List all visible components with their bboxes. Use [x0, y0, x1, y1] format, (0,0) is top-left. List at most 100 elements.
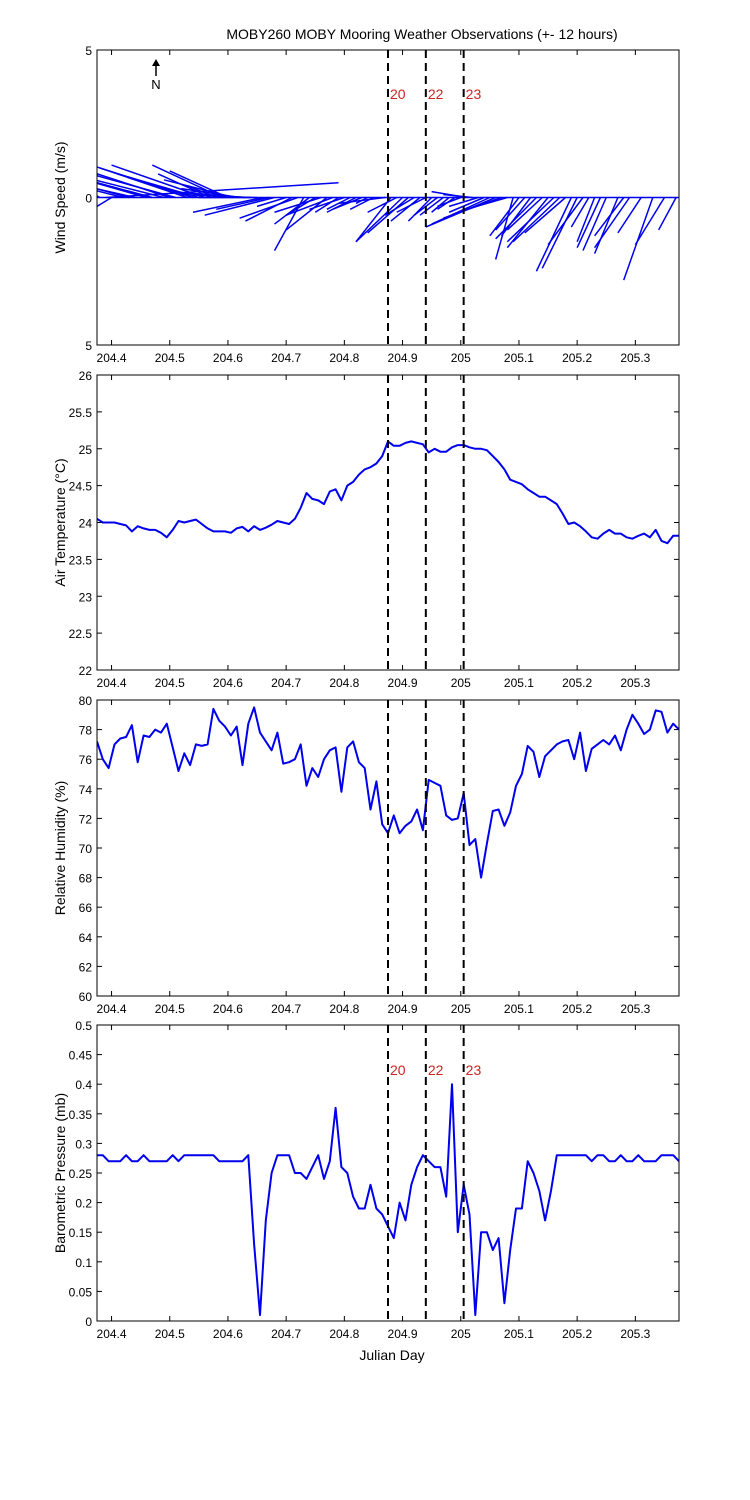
wind-vector — [431, 196, 491, 225]
x-tick-label: 204.7 — [271, 351, 301, 365]
wind-vector — [216, 196, 269, 211]
x-tick-label: 204.5 — [155, 676, 185, 690]
x-tick-label: 205 — [451, 1002, 471, 1016]
y-axis-label: Barometric Pressure (mb) — [52, 1093, 68, 1253]
y-tick-label: 0.25 — [69, 1167, 93, 1181]
wind-vector — [355, 197, 392, 243]
x-tick-label: 204.4 — [97, 1327, 127, 1341]
wind-vector — [245, 196, 293, 222]
y-tick-label: 0.4 — [75, 1078, 92, 1092]
y-tick-label: 68 — [79, 872, 93, 886]
wind-vector — [541, 197, 578, 269]
wind-vector — [547, 197, 584, 246]
y-tick-label: 78 — [79, 724, 93, 738]
y-axis-label: Wind Speed (m/s) — [52, 141, 68, 253]
wind-vector — [97, 179, 165, 199]
wind-vector — [314, 196, 339, 213]
x-tick-label: 204.7 — [271, 1327, 301, 1341]
y-tick-label: 5 — [85, 44, 92, 58]
x-tick-label: 204.4 — [97, 1002, 127, 1016]
event-marker-label: 22 — [428, 86, 444, 102]
y-tick-label: 0.15 — [69, 1226, 93, 1240]
wind-vector — [524, 196, 567, 234]
wind-vector — [111, 164, 205, 199]
x-tick-label: 204.8 — [329, 676, 359, 690]
x-tick-label: 204.8 — [329, 1002, 359, 1016]
wind-vector — [239, 196, 299, 219]
wind-vector — [576, 197, 602, 248]
wind-vector — [437, 196, 462, 208]
wind-vector — [570, 197, 590, 228]
x-tick-label: 204.5 — [155, 1327, 185, 1341]
wind-vector — [535, 197, 573, 272]
wind-vector — [443, 193, 473, 199]
wind-vector — [617, 197, 642, 234]
wind-vector — [593, 197, 631, 249]
north-arrow: N — [151, 59, 161, 92]
wind-vector — [367, 196, 409, 234]
event-marker-label: 22 — [428, 1062, 444, 1078]
wind-vector — [192, 196, 264, 213]
x-tick-label: 204.6 — [213, 676, 243, 690]
x-tick-label: 205.3 — [620, 676, 650, 690]
x-tick-label: 204.4 — [97, 351, 127, 365]
y-tick-label: 0 — [85, 192, 92, 206]
wind-vector — [495, 196, 537, 240]
wind-vector — [407, 196, 433, 222]
wind-vector — [274, 196, 310, 225]
x-tick-label: 204.6 — [213, 1327, 243, 1341]
wind-vector — [506, 196, 555, 243]
x-axis-label: Julian Day — [359, 1347, 424, 1363]
x-tick-label: 205.1 — [504, 676, 534, 690]
wind-vector — [309, 196, 345, 211]
wind-vector — [657, 197, 677, 231]
y-tick-label: 76 — [79, 753, 93, 767]
y-tick-label: 0.45 — [69, 1049, 93, 1063]
y-tick-label: 5 — [85, 339, 92, 353]
wind-vector — [582, 197, 607, 251]
y-tick-label: 25.5 — [69, 406, 93, 420]
y-tick-label: 22 — [79, 664, 93, 678]
y-axis-label: Relative Humidity (%) — [52, 781, 68, 916]
x-tick-label: 205.1 — [504, 1002, 534, 1016]
y-tick-label: 22.5 — [69, 627, 93, 641]
y-tick-label: 0.05 — [69, 1285, 93, 1299]
wind-vector — [274, 196, 322, 213]
wind-vector — [593, 197, 619, 254]
y-tick-label: 62 — [79, 960, 93, 974]
y-tick-label: 0 — [85, 1315, 92, 1329]
wind-vector — [367, 196, 398, 213]
y-tick-label: 72 — [79, 812, 93, 826]
wind-vector — [466, 196, 508, 211]
x-tick-label: 204.9 — [388, 1327, 418, 1341]
plot-frame — [96, 699, 680, 997]
y-tick-label: 26 — [79, 369, 93, 383]
y-tick-label: 25 — [79, 443, 93, 457]
x-tick-label: 205.2 — [562, 1002, 592, 1016]
wind-vector — [512, 196, 561, 243]
wind-vector — [448, 196, 485, 213]
event-marker-label: 23 — [466, 86, 482, 102]
event-marker-label: 23 — [466, 1062, 482, 1078]
wind-vector — [489, 197, 520, 237]
event-marker-label: 20 — [390, 86, 406, 102]
x-tick-label: 204.9 — [388, 676, 418, 690]
x-tick-label: 205.1 — [504, 1327, 534, 1341]
y-tick-label: 0.35 — [69, 1108, 93, 1122]
air-temperature-panel: 22 22.5 23 23.5 24 24.5 25 25.5 26 204.4 204.5 204.… — [52, 369, 680, 690]
wind-vector — [117, 173, 200, 199]
y-tick-label: 0.5 — [75, 1019, 92, 1033]
x-tick-label: 205.3 — [620, 351, 650, 365]
x-tick-label: 205.2 — [562, 351, 592, 365]
y-tick-label: 64 — [79, 931, 93, 945]
wind-vector — [338, 196, 386, 205]
wind-vector — [634, 197, 666, 246]
x-tick-label: 204.6 — [213, 351, 243, 365]
x-tick-label: 204.5 — [155, 1002, 185, 1016]
y-tick-label: 74 — [79, 783, 93, 797]
wind-vector — [326, 196, 357, 213]
wind-vector — [594, 197, 625, 237]
north-arrow-head — [152, 59, 160, 66]
relative-humidity-panel: 60 62 64 66 68 70 72 74 76 78 80 204.4 204.5 204.6 204… — [52, 694, 680, 1016]
